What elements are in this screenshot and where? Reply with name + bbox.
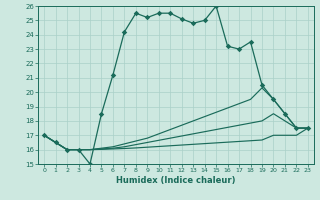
X-axis label: Humidex (Indice chaleur): Humidex (Indice chaleur) <box>116 176 236 185</box>
